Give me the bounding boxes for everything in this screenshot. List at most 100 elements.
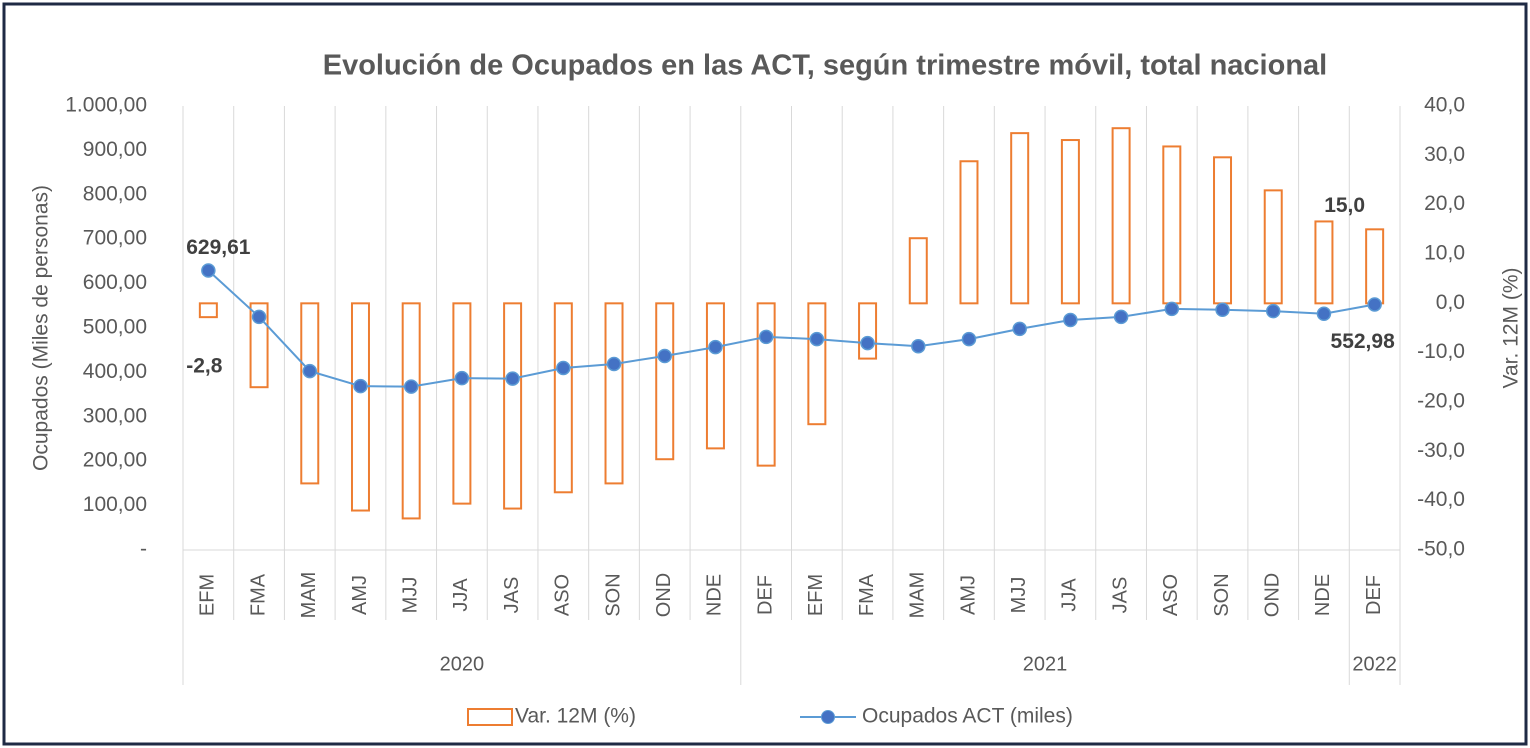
x-tick-label: DEF <box>754 575 776 615</box>
point <box>961 331 977 347</box>
y2-tick-label: 20,0 <box>1424 192 1465 215</box>
x-tick-label: SON <box>1211 573 1233 616</box>
y2-tick-label: 10,0 <box>1424 242 1465 265</box>
x-tick-label: JAS <box>1109 577 1131 614</box>
line <box>207 269 1375 388</box>
bar <box>1314 220 1334 305</box>
point <box>353 378 368 394</box>
y-tick-label: 800,00 <box>83 182 147 205</box>
x-tick-label: FMA <box>856 573 878 616</box>
x-tick-label: FMA <box>247 573 269 616</box>
point <box>708 339 723 355</box>
x-tick-label: EFM <box>805 574 827 616</box>
bar <box>1213 156 1233 305</box>
y-tick-label: 900,00 <box>83 138 147 161</box>
bar <box>807 302 827 426</box>
data-label: 629,61 <box>186 236 251 259</box>
point <box>758 329 774 345</box>
x-tick-label: MJJ <box>1008 577 1030 614</box>
point <box>657 348 672 364</box>
bar <box>249 302 269 389</box>
y2-tick-label: -40,0 <box>1417 488 1465 511</box>
x-tick-label: OND <box>1262 573 1284 617</box>
point <box>454 370 470 386</box>
point <box>1063 312 1078 328</box>
bar <box>908 237 928 305</box>
bar <box>350 302 370 512</box>
legend-label: Ocupados ACT (miles) <box>862 705 1073 728</box>
point <box>302 363 318 379</box>
point <box>1265 303 1281 319</box>
x-tick-label: NDE <box>1312 574 1334 616</box>
bar <box>1365 228 1385 305</box>
y-axis-label: Ocupados (Miles de personas) <box>30 185 53 471</box>
bar <box>1111 127 1131 305</box>
bar <box>1263 189 1283 305</box>
x-tick-label: NDE <box>704 574 726 616</box>
chart-title: Evolución de Ocupados en las ACT, según … <box>323 50 1327 82</box>
bar <box>198 302 218 319</box>
y-tick-label: 500,00 <box>83 316 147 339</box>
y2-tick-label: -10,0 <box>1417 340 1465 363</box>
bar <box>452 302 472 505</box>
y2-tick-label: -20,0 <box>1417 390 1465 413</box>
x-tick-label: EFM <box>197 574 219 616</box>
data-label: 552,98 <box>1331 330 1396 353</box>
y2-tick-label: -30,0 <box>1417 439 1465 462</box>
x-tick-label: MAM <box>298 572 320 619</box>
bar <box>503 302 523 510</box>
y2-tick-label: 30,0 <box>1424 143 1465 166</box>
point <box>1367 297 1382 312</box>
point <box>556 360 571 376</box>
y-tick-label: 100,00 <box>83 493 147 516</box>
y2-tick-label: 40,0 <box>1424 94 1465 117</box>
x-tick-label: JJA <box>450 578 472 612</box>
x-tick-label: ASO <box>552 574 574 616</box>
x-tick-label: MJJ <box>399 577 421 614</box>
bar <box>655 302 675 461</box>
x-tick-label: OND <box>653 573 675 617</box>
point <box>505 371 520 386</box>
x-group-label: 2022 <box>1352 653 1397 675</box>
bar <box>1162 145 1182 305</box>
x-tick-label: ASO <box>1160 574 1182 616</box>
y-tick-label: 1.000,00 <box>65 94 147 117</box>
bar <box>705 302 725 450</box>
x-tick-label: MAM <box>907 572 929 619</box>
bar <box>1010 132 1030 305</box>
point <box>403 379 419 394</box>
point <box>809 331 825 347</box>
y-tick-label: - <box>140 538 147 561</box>
bar <box>959 160 979 305</box>
legend-swatch <box>467 708 513 726</box>
y-tick-label: 600,00 <box>83 271 147 294</box>
x-group-label: 2020 <box>440 653 485 675</box>
y-tick-label: 300,00 <box>83 404 147 427</box>
bar <box>553 302 573 494</box>
legend-swatch <box>821 710 835 724</box>
y-tick-label: 400,00 <box>83 360 147 383</box>
bar <box>604 302 624 485</box>
point <box>1012 321 1027 337</box>
legend-label: Var. 12M (%) <box>515 705 636 728</box>
point <box>201 263 216 278</box>
point <box>1113 309 1129 325</box>
data-label: 15,0 <box>1324 194 1365 217</box>
x-tick-label: JAS <box>501 577 523 614</box>
x-tick-label: AMJ <box>957 575 979 615</box>
x-tick-label: JJA <box>1059 578 1081 612</box>
point <box>1316 306 1332 322</box>
point <box>860 335 875 351</box>
point <box>251 309 267 325</box>
x-group-label: 2021 <box>1023 653 1068 675</box>
x-tick-label: SON <box>602 573 624 616</box>
point <box>911 338 926 354</box>
data-label: -2,8 <box>186 355 223 378</box>
x-tick-label: DEF <box>1363 575 1385 615</box>
y-tick-label: 200,00 <box>83 449 147 472</box>
y2-axis-label: Var. 12M (%) <box>1500 268 1523 389</box>
bar <box>1060 139 1080 305</box>
bar <box>401 302 421 520</box>
